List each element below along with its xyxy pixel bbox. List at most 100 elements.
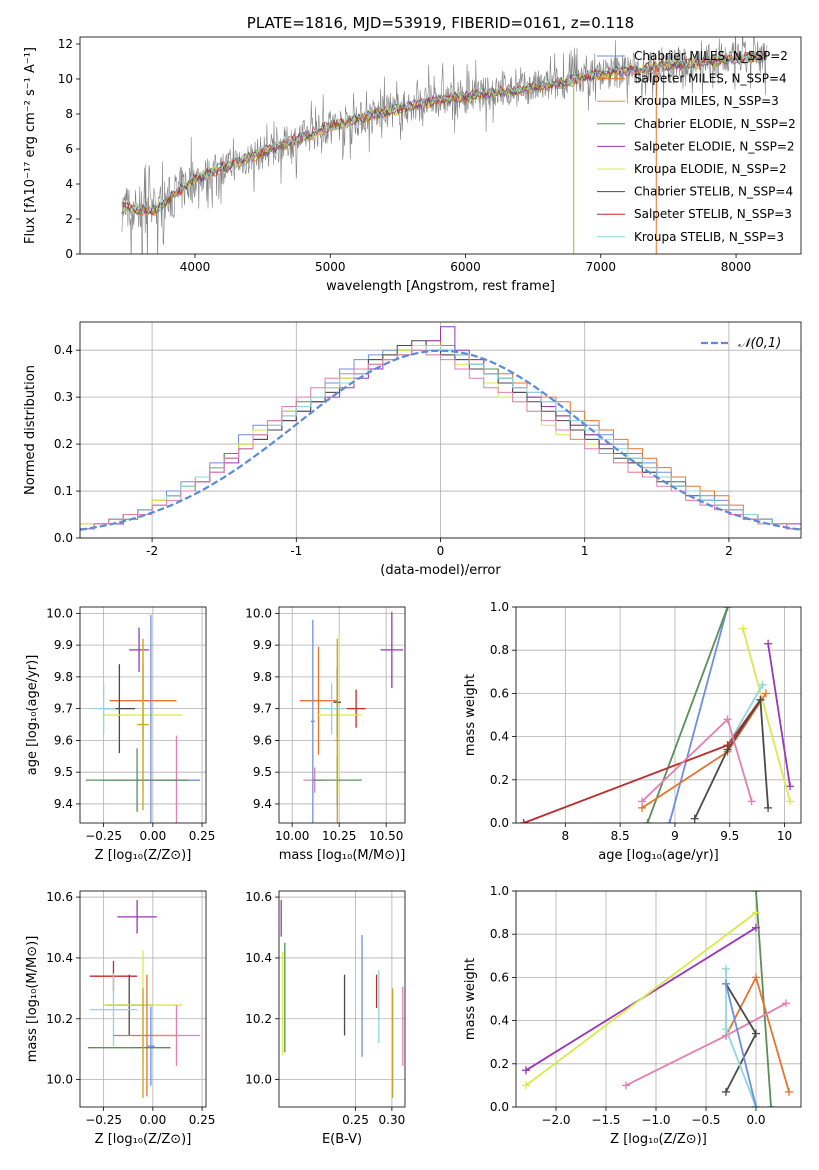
legend-label-salpeter_miles: Salpeter MILES, N_SSP=4 [634, 72, 787, 86]
weight-line-salpeter_elodie [767, 643, 791, 787]
y-tick-label: 9.7 [253, 702, 272, 716]
y-tick-label: 9.4 [253, 797, 272, 811]
y-tick-label: 0.8 [490, 927, 509, 941]
weight-line-chabrier_miles [668, 607, 729, 823]
x-tick-label: 0 [437, 544, 445, 558]
x-tick-label: 5000 [315, 260, 346, 274]
x-tick-label: 4000 [180, 260, 211, 274]
y-tick-label: 0.1 [54, 484, 73, 498]
axes-frame [515, 606, 802, 824]
x-axis-label: E(B-V) [322, 1132, 362, 1147]
plot-area [80, 326, 801, 538]
y-tick-label: 9.8 [54, 670, 73, 684]
y-tick-label: 0.0 [54, 531, 73, 545]
model-line-salpeter_stelib [121, 51, 767, 215]
model-line-chabrier_stelib [121, 52, 766, 215]
x-tick-label: 10.50 [369, 829, 403, 843]
y-tick-label: 9.9 [253, 638, 272, 652]
x-tick-label: 2 [725, 544, 733, 558]
x-axis-label: wavelength [Angstrom, rest frame] [326, 279, 555, 294]
x-tick-label: −0.25 [85, 829, 122, 843]
y-tick-label: 0.8 [490, 643, 509, 657]
y-tick-label: 9.8 [253, 670, 272, 684]
histogram-pink [80, 349, 801, 538]
legend-label-kroupa_stelib: Kroupa STELIB, N_SSP=3 [634, 230, 784, 244]
y-tick-label: 0.4 [54, 343, 73, 357]
weight-line-kroupa_elodie [525, 911, 757, 1087]
x-axis-label: Z [log₁₀(Z/Z⊙)] [610, 1132, 707, 1147]
y-tick-label: 10.4 [46, 951, 73, 965]
panel-1: -2 -1 0 1 2 0.0 0.1 0.2 0.3 0.4 (data-model)/error… [23, 321, 802, 578]
panel-6: 0.25 0.30 10.0 10.2 10.4 10.6 E(B-V) [245, 890, 406, 1147]
model-line-kroupa_stelib [121, 50, 767, 213]
x-tick-label: 0.25 [342, 1113, 369, 1127]
x-tick-label: 0.00 [139, 1113, 166, 1127]
gaussian-curve [80, 349, 801, 531]
x-tick-label: 0.00 [139, 829, 166, 843]
x-tick-label: −1.0 [641, 1113, 670, 1127]
y-tick-label: 0.2 [54, 437, 73, 451]
plot-area [299, 611, 404, 823]
x-tick-label: 8000 [721, 260, 752, 274]
x-tick-label: 0.25 [189, 829, 216, 843]
y-tick-label: 9.6 [54, 733, 73, 747]
y-tick-label: 9.6 [253, 733, 272, 747]
legend-label-salpeter_elodie: Salpeter ELODIE, N_SSP=2 [634, 139, 795, 153]
y-axis-label: mass weight [463, 674, 478, 756]
panel-5: −0.25 0.00 0.25 10.0 10.2 10.4 10.6 Z [log₁₀(Z/… [25, 890, 215, 1147]
y-tick-label: 1.0 [490, 600, 509, 614]
plot-area [85, 614, 201, 823]
histogram-kroupa_stelib [80, 345, 801, 538]
x-tick-label: 0.30 [379, 1113, 406, 1127]
y-tick-label: 10.6 [245, 890, 272, 904]
x-tick-label: 6000 [450, 260, 481, 274]
y-tick-label: 9.9 [54, 638, 73, 652]
x-tick-label: −1.5 [591, 1113, 620, 1127]
y-tick-label: 1.0 [490, 884, 509, 898]
x-axis-label: age [log₁₀(age/yr)] [598, 848, 719, 863]
weight-line-chabrier_miles [725, 983, 757, 1107]
panel-3: 10.00 10.25 10.50 9.4 9.5 9.6 9.7 9.8 9.9 10.0 mas… [245, 606, 406, 863]
y-tick-label: 10.2 [245, 1012, 272, 1026]
x-tick-label: 8.5 [611, 829, 630, 843]
y-tick-label: 10.0 [245, 1073, 272, 1087]
y-tick-label: 10.4 [245, 951, 272, 965]
axes-frame [79, 890, 207, 1108]
panel-0: 4000 5000 6000 7000 8000 0 2 4 6 8 10 12 wavelength … [23, 14, 802, 294]
y-tick-label: 6 [65, 142, 73, 156]
y-tick-label: 0.4 [490, 730, 509, 744]
weight-line-kroupa_elodie [742, 628, 791, 802]
y-tick-label: 0.2 [490, 773, 509, 787]
y-axis-label: age [log₁₀(age/yr)] [25, 655, 40, 776]
axes-frame [278, 890, 406, 1108]
axes-frame [278, 606, 406, 824]
legend-label-gaussian: 𝒩(0,1) [738, 336, 781, 351]
legend-label-chabrier_miles: Chabrier MILES, N_SSP=2 [634, 49, 788, 63]
y-tick-label: 8 [65, 107, 73, 121]
y-axis-label: mass weight [463, 958, 478, 1040]
panel-7: −2.0 −1.5 −1.0 −0.5 0.0 0.0 0.2 0.4 0.6 0.8 1.0 Z [… [463, 884, 802, 1147]
x-axis-label: Z [log₁₀(Z/Z⊙)] [95, 1132, 192, 1147]
x-tick-label: 10 [777, 829, 792, 843]
legend-label-kroupa_elodie: Kroupa ELODIE, N_SSP=2 [634, 162, 787, 176]
panel-4: 8 8.5 9 9.5 10 0.0 0.2 0.4 0.6 0.8 1.0 age [log₁₀(a… [463, 600, 802, 863]
weight-line-chabrier_elodie [755, 891, 772, 1107]
y-tick-label: 0.6 [490, 970, 509, 984]
x-tick-label: -1 [290, 544, 302, 558]
y-tick-label: 0.0 [490, 1100, 509, 1114]
x-tick-label: -2 [146, 544, 158, 558]
x-tick-label: −0.25 [85, 1113, 122, 1127]
y-tick-label: 2 [65, 212, 73, 226]
axes-frame [79, 36, 802, 255]
x-tick-label: 10.00 [275, 829, 309, 843]
x-axis-label: mass [log₁₀(M/M⊙)] [279, 848, 406, 863]
y-axis-label: mass [log₁₀(M/M⊙)] [25, 936, 40, 1063]
legend-label-salpeter_stelib: Salpeter STELIB, N_SSP=3 [634, 207, 792, 221]
y-tick-label: 10.0 [245, 606, 272, 620]
x-tick-label: 9 [671, 829, 679, 843]
x-tick-label: −0.5 [691, 1113, 720, 1127]
y-tick-label: 4 [65, 177, 73, 191]
y-tick-label: 10.6 [46, 890, 73, 904]
plot-area [522, 891, 793, 1107]
